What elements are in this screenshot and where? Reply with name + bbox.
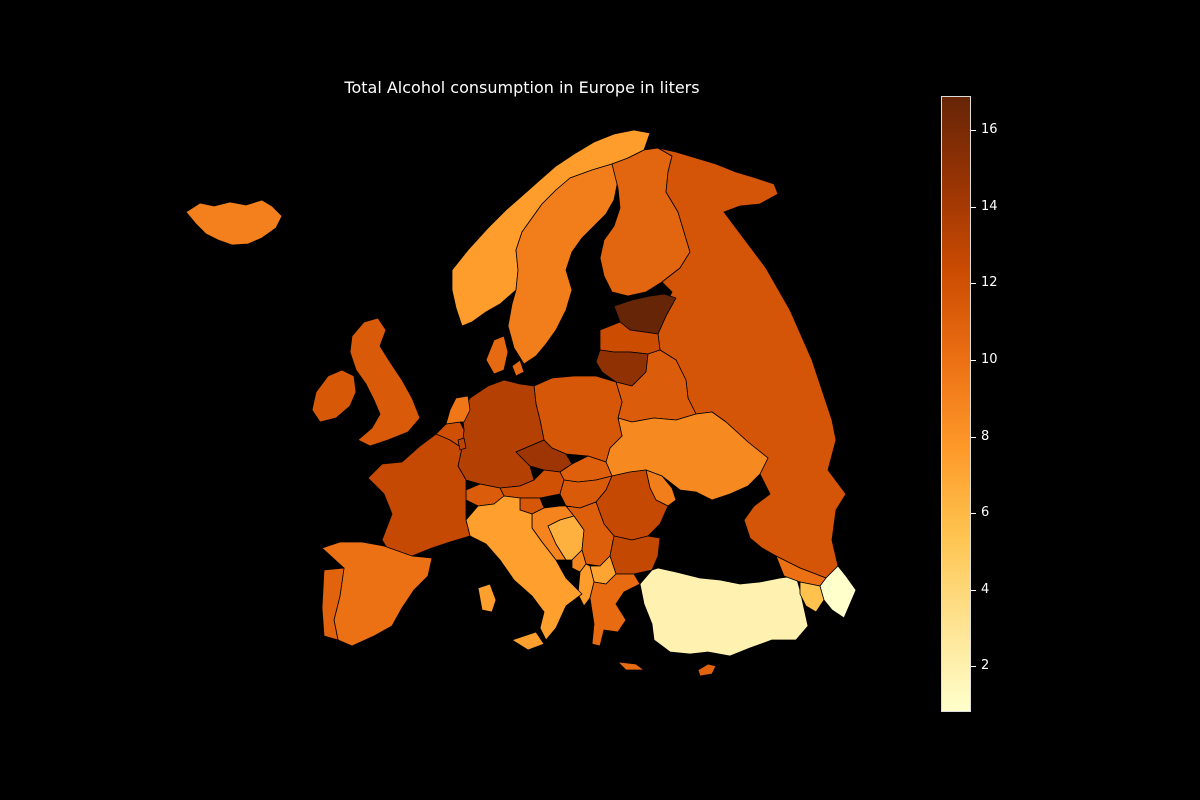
colorbar-tick: [971, 360, 976, 361]
colorbar-tick-label: 10: [981, 352, 998, 367]
colorbar-tick: [971, 513, 976, 515]
colorbar-tick: [971, 130, 976, 132]
colorbar-tick-label: 6: [981, 505, 990, 521]
region-azerbaijan[interactable]: [819, 565, 857, 619]
region-turkey[interactable]: [639, 567, 809, 657]
map-title: Total Alcohol consumption in Europe in l…: [344, 78, 700, 97]
colorbar-tick-label: 4: [981, 581, 990, 597]
region-bulgaria[interactable]: [609, 535, 661, 575]
colorbar-tick: [971, 436, 976, 438]
colorbar-tick-label: 12: [981, 275, 998, 291]
region-portugal[interactable]: [321, 567, 345, 641]
region-germany[interactable]: [457, 379, 545, 489]
region-denmark[interactable]: [485, 335, 525, 377]
region-iceland[interactable]: [185, 199, 283, 246]
colorbar-tick-label: 16: [981, 122, 998, 138]
region-cyprus[interactable]: [697, 663, 717, 677]
region-italy[interactable]: [465, 495, 583, 651]
colorbar-tick-label: 14: [981, 198, 998, 214]
colorbar-tick: [971, 206, 976, 208]
colorbar-tick: [971, 589, 976, 591]
region-greece[interactable]: [589, 573, 645, 671]
region-ireland[interactable]: [311, 369, 357, 423]
region-netherlands[interactable]: [445, 395, 471, 425]
colorbar: [941, 96, 971, 712]
colorbar-tick: [971, 283, 976, 285]
colorbar-tick: [971, 666, 976, 668]
region-uk[interactable]: [349, 317, 421, 447]
colorbar-tick-label: 2: [981, 658, 990, 674]
colorbar-tick-label: 8: [981, 428, 990, 444]
region-france[interactable]: [367, 429, 471, 557]
region-czechia[interactable]: [515, 439, 573, 473]
region-luxembourg[interactable]: [457, 437, 467, 451]
region-russia[interactable]: [657, 147, 847, 579]
region-sweden[interactable]: [507, 163, 619, 365]
